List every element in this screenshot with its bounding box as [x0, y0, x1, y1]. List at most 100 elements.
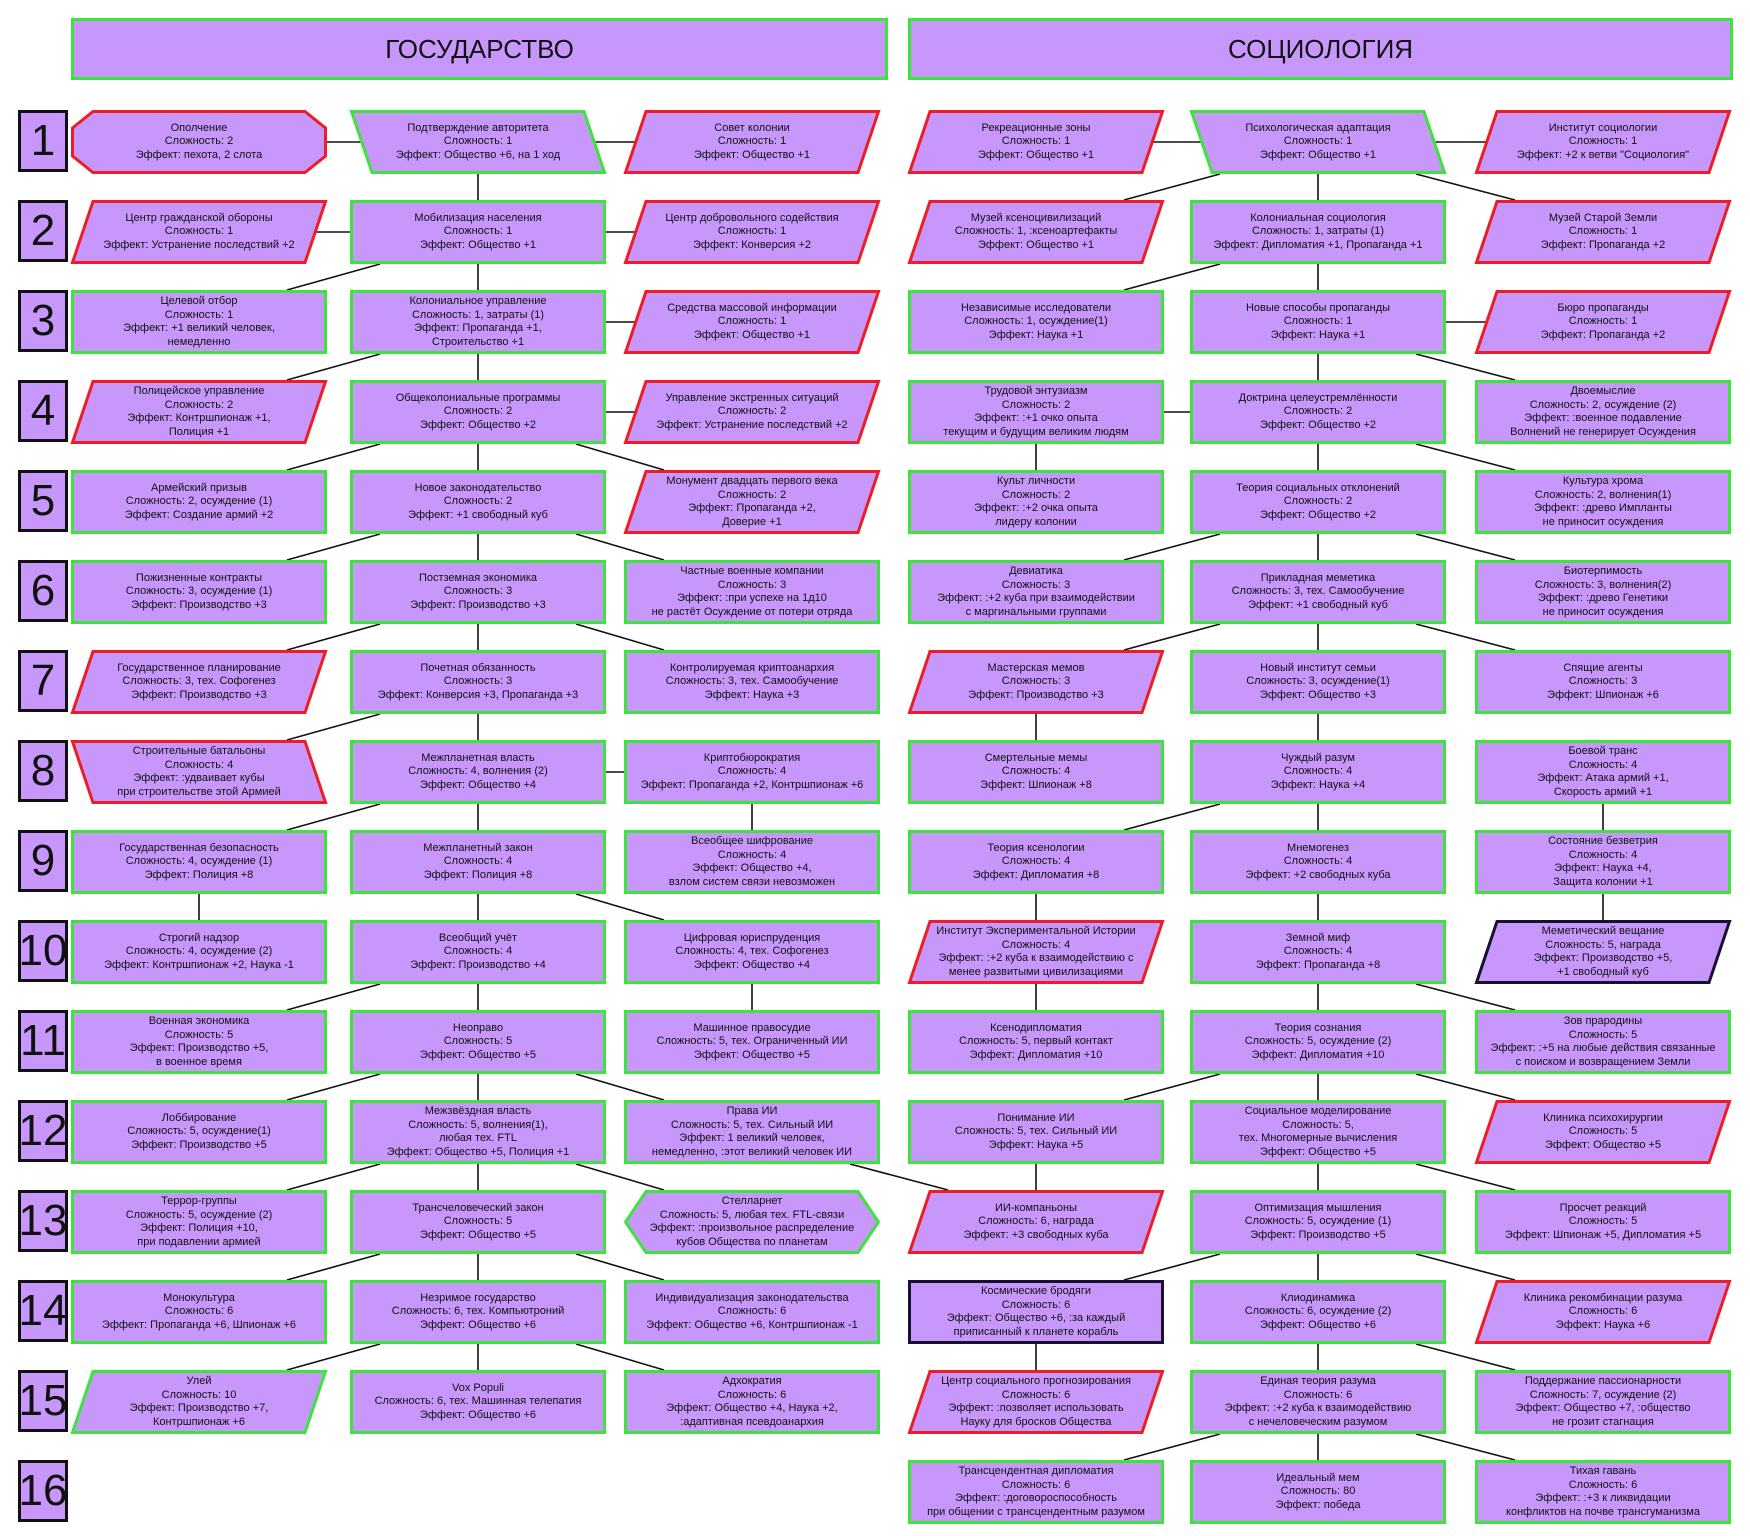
tech-node-g7a[interactable]: Государственное планирование Сложность: 3…: [70, 650, 328, 714]
tech-node-g1b[interactable]: Подтверждение авторитета Сложность: 1 Эффе…: [349, 110, 607, 174]
tech-node-g5a[interactable]: Армейский призыв Сложность: 2, осуждение …: [71, 470, 327, 534]
tech-node-s13c[interactable]: Просчет реакций Сложность: 5 Эффект: Шпион…: [1475, 1190, 1731, 1254]
tech-node-g13b[interactable]: Трансчеловеческий закон Сложность: 5 Эффек…: [350, 1190, 606, 1254]
tech-node-g9b[interactable]: Межпланетный закон Сложность: 4 Эффект: По…: [350, 830, 606, 894]
tech-node-g5c[interactable]: Монумент двадцать первого века Сложность:…: [623, 470, 881, 534]
tech-node-g7c[interactable]: Контролируемая криптоанархия Сложность: 3…: [624, 650, 880, 714]
tech-node-g12a[interactable]: Лоббирование Сложность: 5, осуждение(1) Эф…: [71, 1100, 327, 1164]
tech-node-s5c[interactable]: Культура хрома Сложность: 2, волнения(1) Э…: [1475, 470, 1731, 534]
tech-node-g13a[interactable]: Террор-группы Сложность: 5, осуждение (2)…: [71, 1190, 327, 1254]
tech-node-g8a[interactable]: Строительные батальоны Сложность: 4 Эффект…: [70, 740, 328, 804]
tech-node-g11c[interactable]: Машинное правосудие Сложность: 5, тех. Ог…: [624, 1010, 880, 1074]
node-detail: Эффект: :+5 на любые действия связанные: [1490, 1042, 1716, 1054]
tech-node-s13a[interactable]: ИИ-компаньоны Сложность: 6, награда Эффект…: [907, 1190, 1165, 1254]
tech-node-s14b[interactable]: Клиодинамика Сложность: 6, осуждение (2) Э…: [1190, 1280, 1446, 1344]
tech-node-g10b[interactable]: Всеобщий учёт Сложность: 4 Эффект: Произво…: [350, 920, 606, 984]
tech-node-g1c[interactable]: Совет колонии Сложность: 1 Эффект: Обществ…: [623, 110, 881, 174]
tech-node-g2c[interactable]: Центр добровольного содействия Сложность:…: [623, 200, 881, 264]
tech-node-s12a[interactable]: Понимание ИИ Сложность: 5, тех. Сильный И…: [908, 1100, 1164, 1164]
tech-node-s11c[interactable]: Зов прародины Сложность: 5 Эффект: :+5 на …: [1475, 1010, 1731, 1074]
node-detail: Эффект: Производство +3: [131, 598, 267, 611]
tech-node-g8c[interactable]: Криптобюрократия Сложность: 4 Эффект: Проп…: [624, 740, 880, 804]
tech-node-s8c[interactable]: Боевой транс Сложность: 4 Эффект: Атака ар…: [1475, 740, 1731, 804]
tech-node-s11b[interactable]: Теория сознания Сложность: 5, осуждение (…: [1190, 1010, 1446, 1074]
tech-node-s2b[interactable]: Колониальная социология Сложность: 1, зат…: [1190, 200, 1446, 264]
tech-node-s12c[interactable]: Клиника психохирургии Сложность: 5 Эффект:…: [1474, 1100, 1732, 1164]
tech-node-g12c[interactable]: Права ИИ Сложность: 5, тех. Сильный ИИ Эфф…: [624, 1100, 880, 1164]
tech-node-g14b[interactable]: Незримое государство Сложность: 6, тех. К…: [350, 1280, 606, 1344]
tech-node-s2a[interactable]: Музей ксеноцивилизаций Сложность: 1, :ксе…: [907, 200, 1165, 264]
tech-node-g4c[interactable]: Управление экстренных ситуаций Сложность:…: [623, 380, 881, 444]
tech-node-g3c[interactable]: Средства массовой информации Сложность: 1…: [623, 290, 881, 354]
tech-node-s6c[interactable]: Биотерпимость Сложность: 3, волнения(2) Эф…: [1475, 560, 1731, 624]
tech-node-g5b[interactable]: Новое законодательство Сложность: 2 Эффект…: [350, 470, 606, 534]
tech-node-g3a[interactable]: Целевой отбор Сложность: 1 Эффект: +1 вели…: [71, 290, 327, 354]
node-outline: [1190, 470, 1446, 534]
node-title: Девиатика: [1009, 565, 1063, 577]
node-text: Музей ксеноцивилизаций Сложность: 1, :ксе…: [908, 200, 1164, 264]
tech-node-g4b[interactable]: Общеколониальные программы Сложность: 2 Эф…: [350, 380, 606, 444]
tech-node-s5b[interactable]: Теория социальных отклонений Сложность: 2…: [1190, 470, 1446, 534]
tech-node-g15b[interactable]: Vox Populi Сложность: 6, тех. Машинная те…: [350, 1370, 606, 1434]
tech-node-s7b[interactable]: Новый институт семьи Сложность: 3, осужде…: [1190, 650, 1446, 714]
tech-node-s7c[interactable]: Спящие агенты Сложность: 3 Эффект: Шпионаж…: [1475, 650, 1731, 714]
tech-node-g6b[interactable]: Постземная экономика Сложность: 3 Эффект: …: [350, 560, 606, 624]
tech-node-s16c[interactable]: Тихая гавань Сложность: 6 Эффект: :+3 к ли…: [1475, 1460, 1731, 1524]
tech-node-g3b[interactable]: Колониальное управление Сложность: 1, зат…: [350, 290, 606, 354]
tech-node-g15a[interactable]: Улей Сложность: 10 Эффект: Производство +7…: [70, 1370, 328, 1434]
tech-node-s6b[interactable]: Прикладная меметика Сложность: 3, тех. Са…: [1190, 560, 1446, 624]
tech-node-g8b[interactable]: Межпланетная власть Сложность: 4, волнени…: [350, 740, 606, 804]
tech-node-g10a[interactable]: Строгий надзор Сложность: 4, осуждение (2…: [71, 920, 327, 984]
tech-node-g7b[interactable]: Почетная обязанность Сложность: 3 Эффект: …: [350, 650, 606, 714]
connector-line: [1123, 623, 1221, 651]
tech-node-s8b[interactable]: Чуждый разум Сложность: 4 Эффект: Наука +4: [1190, 740, 1446, 804]
tech-node-s2c[interactable]: Музей Старой Земли Сложность: 1 Эффект: Пр…: [1474, 200, 1732, 264]
tech-node-s1a[interactable]: Рекреационные зоны Сложность: 1 Эффект: Об…: [907, 110, 1165, 174]
tech-node-s10b[interactable]: Земной миф Сложность: 4 Эффект: Пропаганда…: [1190, 920, 1446, 984]
tech-node-s14a[interactable]: Космические бродяги Сложность: 6 Эффект: О…: [908, 1280, 1164, 1344]
tech-node-s3c[interactable]: Бюро пропаганды Сложность: 1 Эффект: Пропа…: [1474, 290, 1732, 354]
tech-node-s3b[interactable]: Новые способы пропаганды Сложность: 1 Эффе…: [1190, 290, 1446, 354]
tech-node-g11a[interactable]: Военная экономика Сложность: 5 Эффект: Про…: [71, 1010, 327, 1074]
tech-node-g6a[interactable]: Пожизненные контракты Сложность: 3, осужд…: [71, 560, 327, 624]
tech-node-s10a[interactable]: Институт Экспериментальной Истории Сложно…: [907, 920, 1165, 984]
tech-node-g2a[interactable]: Центр гражданской обороны Сложность: 1 Эфф…: [70, 200, 328, 264]
tech-node-g10c[interactable]: Цифровая юриспруденция Сложность: 4, тех.…: [624, 920, 880, 984]
tech-node-s8a[interactable]: Смертельные мемы Сложность: 4 Эффект: Шпио…: [908, 740, 1164, 804]
tech-node-g14c[interactable]: Индивидуализация законодательства Сложнос…: [624, 1280, 880, 1344]
tech-node-g6c[interactable]: Частные военные компании Сложность: 3 Эффе…: [624, 560, 880, 624]
tech-node-s5a[interactable]: Культ личности Сложность: 2 Эффект: :+2 оч…: [908, 470, 1164, 534]
tech-node-s4a[interactable]: Трудовой энтузиазм Сложность: 2 Эффект: :+…: [908, 380, 1164, 444]
node-title: Музей Старой Земли: [1548, 211, 1658, 224]
tech-node-s9c[interactable]: Состояние безветрия Сложность: 4 Эффект: Н…: [1475, 830, 1731, 894]
tech-node-g2b[interactable]: Мобилизация населения Сложность: 1 Эффект:…: [350, 200, 606, 264]
tech-node-g9c[interactable]: Всеобщее шифрование Сложность: 4 Эффект: О…: [624, 830, 880, 894]
tech-node-s10c[interactable]: Меметический вещание Сложность: 5, наград…: [1474, 920, 1732, 984]
tech-node-g14a[interactable]: Монокультура Сложность: 6 Эффект: Пропаган…: [71, 1280, 327, 1344]
tech-node-g15c[interactable]: Адхократия Сложность: 6 Эффект: Общество +…: [624, 1370, 880, 1434]
tech-node-s16b[interactable]: Идеальный мем Сложность: 80 Эффект: победа: [1190, 1460, 1446, 1524]
tech-node-g11b[interactable]: Неоправо Сложность: 5 Эффект: Общество +5: [350, 1010, 606, 1074]
tech-node-g13c[interactable]: Стелларнет Сложность: 5, любая тех. FTL-с…: [623, 1190, 881, 1254]
tech-node-s15a[interactable]: Центр социального прогнозирования Сложнос…: [907, 1370, 1165, 1434]
tech-node-s11a[interactable]: Ксенодипломатия Сложность: 5, первый конт…: [908, 1010, 1164, 1074]
tech-node-s12b[interactable]: Социальное моделирование Сложность: 5, тех…: [1190, 1100, 1446, 1164]
tech-node-g4a[interactable]: Полицейское управление Сложность: 2 Эффект…: [70, 380, 328, 444]
tech-node-g1a[interactable]: Ополчение Сложность: 2 Эффект: пехота, 2 с…: [71, 110, 327, 174]
tech-node-s7a[interactable]: Мастерская мемов Сложность: 3 Эффект: Прои…: [907, 650, 1165, 714]
tech-node-g9a[interactable]: Государственная безопасность Сложность: 4…: [71, 830, 327, 894]
tech-node-s13b[interactable]: Оптимизация мышления Сложность: 5, осужде…: [1190, 1190, 1446, 1254]
tech-node-s15b[interactable]: Единая теория разума Сложность: 6 Эффект: …: [1190, 1370, 1446, 1434]
tech-node-g12b[interactable]: Межзвёздная власть Сложность: 5, волнения…: [350, 1100, 606, 1164]
tech-node-s6a[interactable]: Девиатика Сложность: 3 Эффект: :+2 куба пр…: [908, 560, 1164, 624]
tech-node-s1b[interactable]: Психологическая адаптация Сложность: 1 Эфф…: [1189, 110, 1447, 174]
tech-node-s9a[interactable]: Теория ксенологии Сложность: 4 Эффект: Дип…: [908, 830, 1164, 894]
tech-node-s3a[interactable]: Независимые исследователи Сложность: 1, о…: [908, 290, 1164, 354]
tech-node-s1c[interactable]: Институт социологии Сложность: 1 Эффект: +…: [1474, 110, 1732, 174]
tech-node-s4c[interactable]: Двоемыслие Сложность: 2, осуждение (2) Эфф…: [1475, 380, 1731, 444]
tech-node-s15c[interactable]: Поддержание пассионарности Сложность: 7, …: [1475, 1370, 1731, 1434]
tech-node-s9b[interactable]: Мнемогенез Сложность: 4 Эффект: +2 свободн…: [1190, 830, 1446, 894]
tech-node-s16a[interactable]: Трансцендентная дипломатия Сложность: 6 Эф…: [908, 1460, 1164, 1524]
